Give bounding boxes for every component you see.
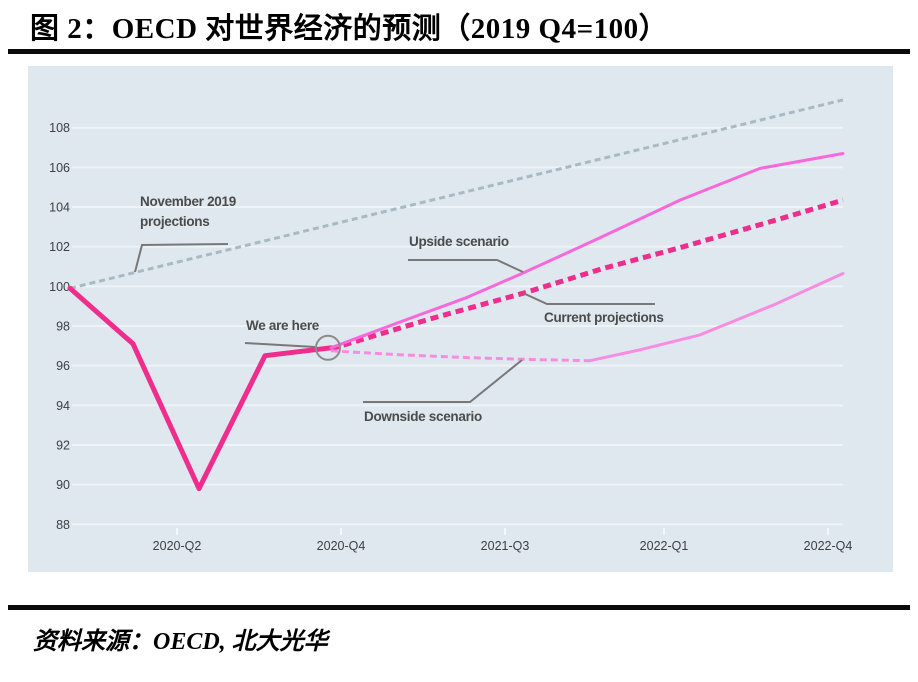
source-value: OECD, 北大光华 bbox=[153, 629, 328, 655]
current-callout-line bbox=[522, 292, 655, 305]
series-lines bbox=[67, 98, 845, 492]
november-label-line2: projections bbox=[140, 214, 209, 229]
title-rule bbox=[8, 49, 910, 54]
november-label-line1: November 2019 bbox=[140, 194, 236, 209]
we-are-here-label: We are here bbox=[246, 318, 320, 333]
y-tick-label-90: 90 bbox=[56, 478, 70, 492]
y-tick-label-104: 104 bbox=[49, 201, 70, 215]
x-axis-labels: 2020-Q2 2020-Q4 2021-Q3 2022-Q1 2022-Q4 bbox=[153, 539, 853, 553]
we-are-here-callout-line bbox=[244, 342, 316, 348]
annotation-we-are-here: We are here bbox=[244, 318, 341, 361]
y-axis-labels: 108 106 104 102 100 98 96 94 92 90 88 bbox=[49, 121, 70, 532]
downside-callout-line bbox=[363, 359, 523, 403]
x-tick-label-2022-Q1: 2022-Q1 bbox=[640, 539, 689, 553]
we-are-here-marker bbox=[315, 334, 341, 361]
series-downside-scenario bbox=[588, 272, 845, 363]
y-tick-label-102: 102 bbox=[49, 240, 70, 254]
x-tick-label-2020-Q4: 2020-Q4 bbox=[317, 539, 366, 553]
downside-label: Downside scenario bbox=[364, 409, 482, 424]
y-tick-label-108: 108 bbox=[49, 121, 70, 135]
series-november-2019-projections bbox=[69, 98, 844, 290]
x-tick-label-2021-Q3: 2021-Q3 bbox=[481, 539, 530, 553]
current-label: Current projections bbox=[544, 310, 664, 325]
gridlines bbox=[72, 126, 843, 526]
november-callout-line bbox=[134, 243, 229, 273]
y-tick-label-98: 98 bbox=[56, 320, 70, 334]
series-actual-path-to-date bbox=[67, 285, 334, 492]
source-prefix: 资料来源： bbox=[33, 629, 153, 655]
source-line: 资料来源：OECD, 北大光华 bbox=[33, 621, 328, 656]
y-tick-label-92: 92 bbox=[56, 438, 70, 452]
figure-title: 图 2：OECD 对世界经济的预测（2019 Q4=100） bbox=[30, 13, 669, 45]
x-tick-label-2020-Q2: 2020-Q2 bbox=[153, 539, 202, 553]
series-downside-scenario-dashed bbox=[330, 349, 591, 363]
y-tick-label-94: 94 bbox=[56, 399, 70, 413]
upside-label: Upside scenario bbox=[409, 234, 509, 249]
upside-callout-line bbox=[408, 259, 524, 273]
source-rule bbox=[8, 605, 910, 610]
y-tick-label-96: 96 bbox=[56, 359, 70, 373]
y-tick-label-100: 100 bbox=[49, 280, 70, 294]
y-tick-label-88: 88 bbox=[56, 518, 70, 532]
x-tick-label-2022-Q4: 2022-Q4 bbox=[804, 539, 853, 553]
series-upside-scenario bbox=[329, 152, 845, 350]
annotation-downside-scenario: Downside scenario bbox=[363, 359, 523, 424]
annotation-current-projections: Current projections bbox=[522, 292, 664, 325]
y-tick-label-106: 106 bbox=[49, 161, 70, 175]
annotation-upside-scenario: Upside scenario bbox=[408, 234, 524, 273]
series-current-projections bbox=[330, 197, 844, 352]
x-axis-ticks bbox=[176, 528, 829, 535]
chart-panel: 108 106 104 102 100 98 96 94 92 90 88 2020-Q2 2020-… bbox=[28, 66, 893, 572]
annotation-november-2019: November 2019 projections bbox=[134, 194, 236, 273]
